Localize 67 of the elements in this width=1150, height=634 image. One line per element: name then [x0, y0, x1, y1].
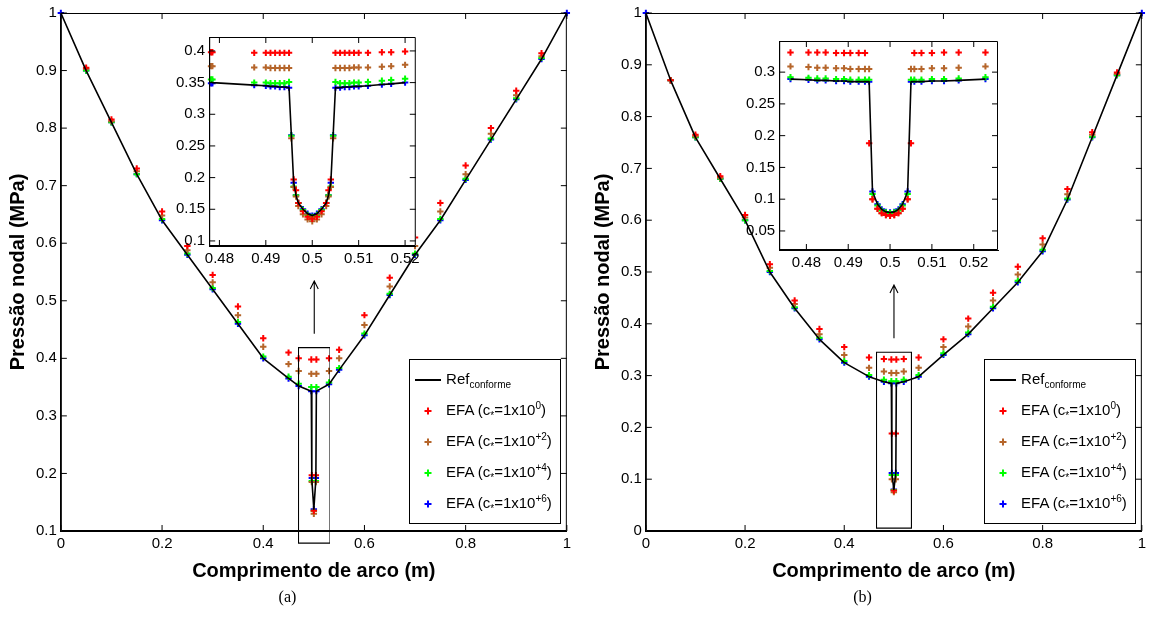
y-tick-label: 0.2	[184, 167, 206, 185]
y-tick-label: 0.6	[35, 233, 57, 251]
y-tick-label: 0.4	[620, 313, 642, 331]
y-tick-label: 0.15	[175, 199, 206, 217]
y-tick-label: 0.8	[35, 118, 57, 136]
y-tick-label: 0.6	[620, 210, 642, 228]
y-tick-label: 0.9	[620, 54, 642, 72]
x-tick-label: 0.6	[933, 534, 954, 552]
y-tick-label: 0.3	[35, 406, 57, 424]
legend-label: EFA (c$_{*}$=1x10$^{+4}$)	[446, 462, 552, 483]
y-tick-label: 0.2	[754, 125, 776, 143]
x-tick-label: 0.4	[833, 534, 855, 552]
y-tick-label: 0.1	[35, 521, 57, 539]
x-tick-label: 0.6	[354, 534, 375, 552]
y-tick-label: 0.25	[745, 94, 776, 112]
x-tick-label: 0.52	[959, 253, 989, 271]
y-tick-label: 0.3	[184, 104, 206, 122]
y-tick-label: 0.3	[620, 365, 642, 383]
legend-label: EFA (c$_{*}$=1x10$^{+6}$)	[446, 493, 552, 514]
legend-label: EFA (c$_{*}$=1x10$^{0}$)	[1021, 400, 1121, 421]
y-tick-label: 0.35	[175, 72, 206, 90]
text: (b)	[852, 588, 873, 606]
y-tick-label: 0.7	[35, 175, 57, 193]
y-tick-label: 0.1	[184, 231, 206, 249]
text: (a)	[277, 588, 298, 606]
y-tick-label: 0.2	[35, 463, 57, 481]
y-tick-label: 0.2	[620, 417, 642, 435]
y-tick-label: 1	[48, 3, 57, 21]
x-tick-label: 1	[1137, 534, 1146, 552]
x-tick-label: 0.8	[455, 534, 477, 552]
x-tick-label: 0.48	[791, 253, 821, 271]
y-tick-label: 0.25	[175, 136, 206, 154]
y-tick-label: 0.3	[754, 62, 776, 80]
y-tick-label: 0.9	[35, 60, 57, 78]
legend-label: Ref$_{conforme}$	[1021, 369, 1087, 390]
x-axis-title: Comprimento de arco (m)	[772, 558, 1016, 581]
x-tick-label: 0.8	[1032, 534, 1054, 552]
y-tick-label: 0.7	[620, 158, 642, 176]
y-tick-label: 0.8	[620, 106, 642, 124]
x-tick-label: 0.51	[917, 253, 947, 271]
x-axis-title: Comprimento de arco (m)	[192, 558, 436, 581]
legend-label: EFA (c$_{*}$=1x10$^{+6}$)	[1021, 493, 1127, 514]
x-tick-label: 0.51	[344, 249, 374, 267]
x-tick-label: 1	[562, 534, 571, 552]
x-tick-label: 0.48	[204, 249, 235, 267]
legend-label: EFA (c$_{*}$=1x10$^{+4}$)	[1021, 462, 1127, 483]
y-axis-title: Pressão nodal (MPa)	[5, 173, 28, 371]
legend-label: Ref$_{conforme}$	[446, 369, 512, 390]
y-tick-label: 0.1	[754, 189, 776, 207]
legend-label: EFA (c$_{*}$=1x10$^{0}$)	[446, 400, 546, 421]
x-tick-label: 0.5	[301, 249, 323, 267]
y-tick-label: 0.1	[620, 469, 642, 487]
y-tick-label: 1	[633, 3, 642, 21]
x-tick-label: 0.2	[151, 534, 173, 552]
x-tick-label: 0.49	[251, 249, 281, 267]
y-tick-label: 0	[633, 521, 642, 539]
x-tick-label: 0.5	[879, 253, 901, 271]
y-tick-label: 0.4	[35, 348, 57, 366]
x-tick-label: 0.4	[252, 534, 274, 552]
legend-label: EFA (c$_{*}$=1x10$^{+2}$)	[446, 431, 552, 452]
y-tick-label: 0.15	[745, 157, 776, 175]
y-tick-label: 0.5	[35, 290, 57, 308]
x-tick-label: 0.2	[734, 534, 756, 552]
y-tick-label: 0.4	[184, 41, 206, 59]
legend-label: EFA (c$_{*}$=1x10$^{+2}$)	[1021, 431, 1127, 452]
y-axis-title: Pressão nodal (MPa)	[590, 173, 613, 371]
x-tick-label: 0.49	[833, 253, 863, 271]
